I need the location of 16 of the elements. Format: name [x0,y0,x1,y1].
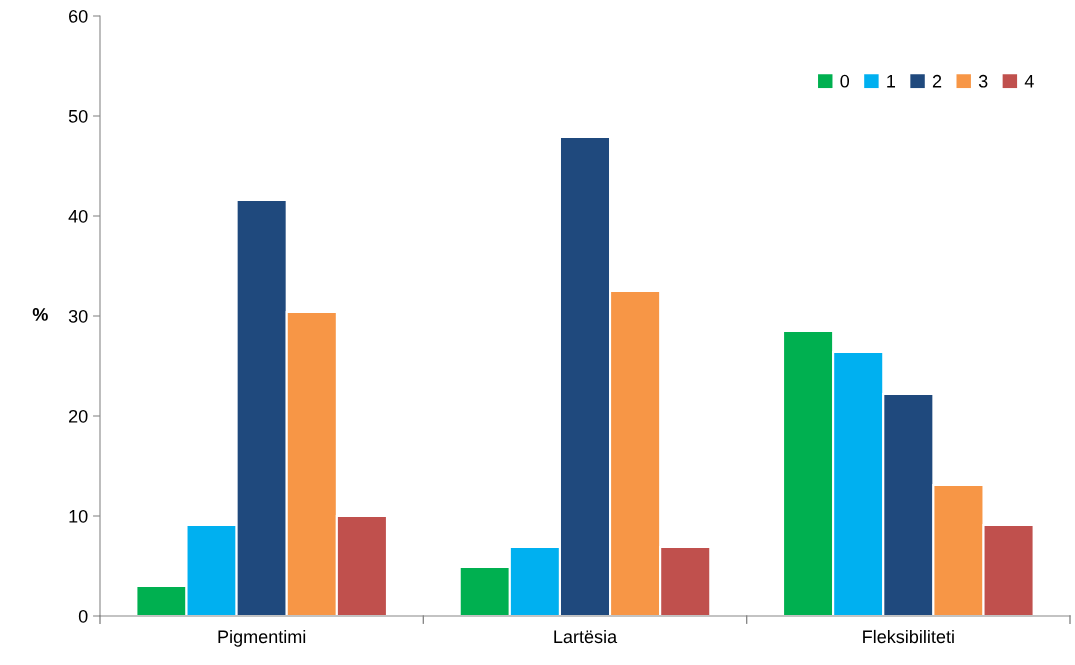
y-tick-label: 40 [68,209,88,223]
legend-label: 2 [932,74,942,88]
y-tick-label: 30 [68,309,88,323]
legend-label: 1 [887,75,896,88]
legend-label: 3 [978,74,988,88]
y-tick-label: 10 [69,509,88,523]
x-tick-label: Pigmentimi [218,629,306,647]
y-tick-label: 20 [69,409,88,423]
x-tick-label: Fleksibiliteti [863,629,954,644]
y-tick-label: 60 [69,9,88,23]
y-axis-title: % [32,308,48,321]
x-tick-label: Lartësia [554,629,618,644]
legend-label: 0 [840,74,850,88]
y-tick-label: 50 [68,109,88,123]
y-tick-label: 0 [78,609,88,623]
legend-label: 4 [1024,75,1034,88]
